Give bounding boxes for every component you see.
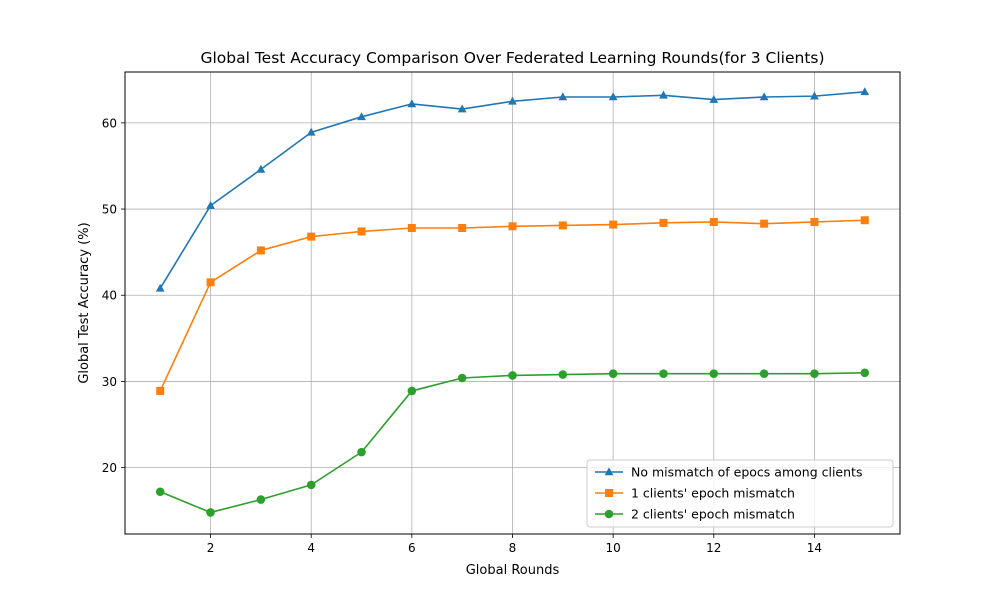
series-3-point (508, 371, 517, 380)
series-2-point (659, 218, 668, 227)
x-axis-label: Global Rounds (466, 563, 560, 578)
legend-label: No mismatch of epocs among clients (631, 465, 862, 480)
series-2-point (709, 217, 718, 226)
series-3-point (457, 373, 467, 383)
x-tick-label: 2 (207, 541, 215, 555)
legend-swatch-marker (604, 509, 614, 519)
series-2-point (357, 227, 366, 236)
series-3-point (357, 447, 366, 457)
series-2-point (860, 216, 869, 225)
series-1-point (457, 104, 467, 113)
legend-label: 2 clients' epoch mismatch (631, 507, 795, 522)
series-2-point (458, 224, 467, 233)
series-3-point (407, 386, 417, 396)
series-1-point (558, 92, 568, 101)
legend-label: 1 clients' epoch mismatch (631, 486, 795, 501)
legend-swatch-marker (605, 489, 613, 497)
series-2-point (156, 386, 165, 395)
series-1 (155, 87, 870, 292)
series-2-point (810, 217, 819, 226)
series-2-point (307, 232, 316, 241)
chart-title: Global Test Accuracy Comparison Over Fed… (200, 49, 824, 67)
x-tick-label: 10 (606, 541, 621, 555)
series-2-point (558, 221, 567, 230)
series-3-point (558, 370, 568, 379)
series-3-point (155, 487, 165, 497)
series-3-point (860, 368, 870, 378)
series-2-point (760, 219, 769, 228)
series-2-point (407, 224, 416, 233)
axis-ticks: 2 4 6 8 10 12 14 20 30 40 50 60 (102, 116, 822, 555)
legend-box (586, 459, 894, 528)
y-tick-label: 50 (102, 203, 117, 217)
series-3-point (256, 495, 266, 504)
y-tick-label: 60 (102, 116, 117, 130)
grid (125, 72, 900, 534)
series-3-point (709, 369, 719, 378)
legend-swatch-marker (604, 467, 614, 476)
series-3-point (608, 369, 618, 378)
series-3-point (759, 369, 769, 378)
series-1-point (709, 94, 719, 103)
series-1-point (306, 127, 316, 136)
series-3 (155, 368, 870, 517)
series-1-point (206, 201, 215, 209)
series-1-point (256, 164, 266, 173)
series-1-point (759, 92, 769, 101)
series-2 (156, 216, 869, 395)
y-tick-label: 20 (102, 461, 117, 475)
series-3-point (659, 369, 668, 378)
series-1-point (155, 283, 165, 292)
x-tick-label: 4 (307, 541, 315, 555)
y-tick-label: 30 (102, 375, 117, 389)
series-2-point (508, 222, 517, 231)
series-1-point (860, 87, 870, 96)
series-1-point (810, 91, 819, 100)
y-tick-label: 40 (102, 289, 117, 303)
x-tick-label: 14 (807, 541, 822, 555)
series-layer (155, 87, 870, 517)
series-1-point (608, 92, 618, 101)
x-tick-label: 8 (509, 541, 517, 555)
series-2-point (256, 246, 265, 255)
series-1-point (407, 99, 417, 108)
series-3-point (306, 480, 316, 490)
y-axis-label: Global Test Accuracy (%) (77, 222, 92, 383)
series-3-point (206, 508, 215, 517)
series-1-point (357, 112, 366, 121)
legend: No mismatch of epocs among clients 1 clie… (586, 459, 894, 528)
series-2-point (206, 278, 215, 287)
series-2-point (609, 220, 618, 229)
x-tick-label: 6 (408, 541, 416, 555)
series-3-point (810, 369, 819, 378)
series-1-point (659, 90, 668, 99)
x-tick-label: 12 (706, 541, 721, 555)
series-1-point (508, 96, 517, 105)
